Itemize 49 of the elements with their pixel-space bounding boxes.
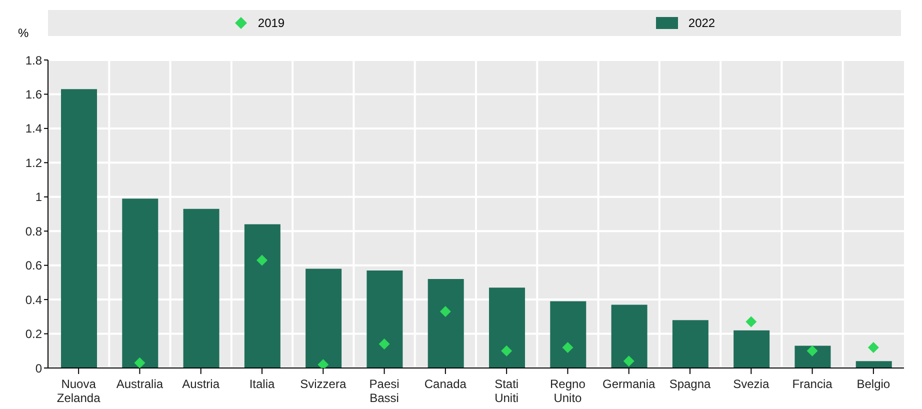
x-tick-label: Italia	[249, 377, 275, 391]
x-tick-label: Francia	[792, 377, 833, 391]
point	[868, 342, 879, 353]
x-tick-label: Regno Unito	[550, 377, 586, 405]
point	[440, 306, 451, 318]
x-tick-label: Belgio	[856, 377, 890, 391]
x-tick-label: Canada	[424, 377, 467, 391]
legend-label: 2019	[256, 16, 285, 30]
y-tick-label: 1.6	[25, 87, 42, 102]
bar	[734, 330, 770, 368]
x-tick-label: Spagna	[669, 377, 712, 391]
bar	[366, 270, 403, 368]
point	[562, 342, 574, 353]
bar	[550, 301, 586, 368]
bar	[306, 268, 342, 368]
bar	[244, 224, 280, 368]
y-tick-label: 0.2	[25, 327, 42, 342]
x-tick-label: Stati Uniti	[494, 377, 519, 405]
bar	[61, 89, 97, 368]
legend-label: 2022	[687, 16, 716, 30]
bar	[183, 208, 220, 368]
y-tick-label: 1	[35, 190, 42, 204]
x-tick-label: Svizzera	[300, 377, 346, 391]
bar	[672, 320, 708, 368]
x-tick-label: Germania	[602, 377, 656, 391]
y-tick-label: 1.2	[25, 156, 42, 170]
x-tick-label: Australia	[116, 377, 164, 391]
bar	[489, 288, 525, 368]
y-tick-label: 0.6	[25, 258, 42, 273]
point	[746, 316, 757, 328]
point	[256, 254, 268, 266]
y-tick-label: 0	[35, 361, 42, 376]
x-tick-label: Svezia	[733, 377, 770, 391]
y-tick-label: 0.8	[25, 224, 42, 238]
point	[378, 338, 390, 350]
bar	[428, 279, 464, 368]
point	[623, 356, 634, 367]
bar	[856, 361, 892, 368]
x-tick-label: Paesi Bassi	[369, 377, 400, 405]
y-axis-title: %	[18, 26, 29, 40]
y-tick-label: 1.8	[25, 53, 42, 68]
y-tick-label: 0.4	[25, 292, 42, 307]
x-tick-label: Austria	[182, 377, 220, 391]
bar	[611, 304, 648, 368]
x-tick-label: Nuova Zelanda	[56, 377, 101, 405]
point	[501, 345, 512, 356]
y-tick-label: 1.4	[25, 122, 42, 136]
point	[134, 357, 146, 368]
bar	[122, 198, 158, 368]
